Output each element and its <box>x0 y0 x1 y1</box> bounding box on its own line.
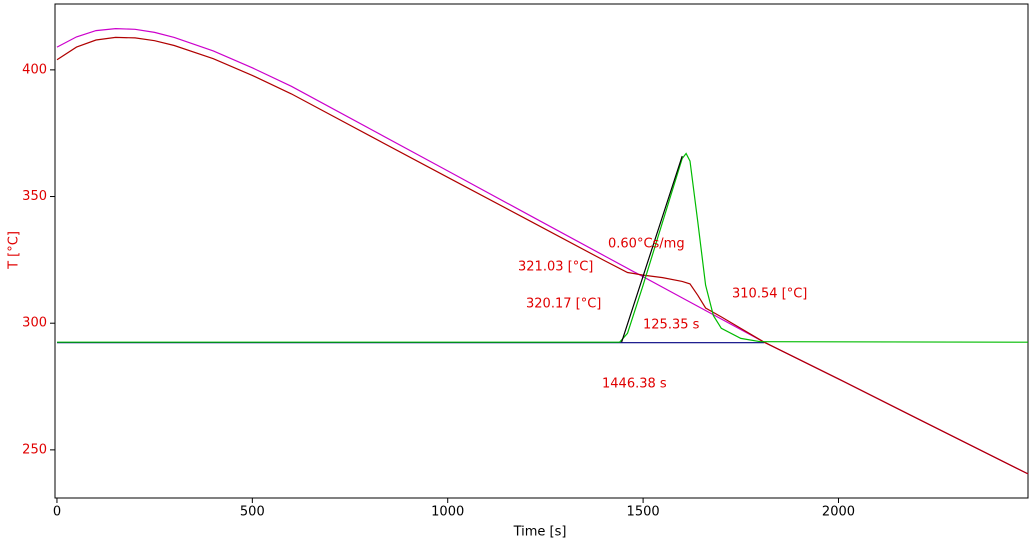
plot-frame <box>54 3 1029 499</box>
annotation: 310.54 [°C] <box>732 287 807 302</box>
y-tick-label: 250 <box>22 442 47 457</box>
annotation: 0.60°Cs/mg <box>608 237 685 252</box>
series-line <box>56 27 1029 475</box>
series-line <box>57 152 1029 343</box>
annotation: 321.03 [°C] <box>518 260 593 275</box>
x-tick-label: 1000 <box>431 505 464 520</box>
y-tick-label: 400 <box>22 62 47 77</box>
x-tick-label: 0 <box>53 505 61 520</box>
y-axis-label: T [°C] <box>7 231 22 270</box>
annotation: 1446.38 s <box>602 377 667 392</box>
annotation: 125.35 s <box>643 318 700 333</box>
series-line <box>56 36 1029 475</box>
y-tick-label: 300 <box>22 316 47 331</box>
x-tick-label: 1500 <box>627 505 660 520</box>
annotation: 320.17 [°C] <box>526 297 601 312</box>
x-axis-label: Time [s] <box>513 525 567 540</box>
series-line <box>621 155 683 343</box>
y-tick-label: 350 <box>22 189 47 204</box>
x-tick-label: 500 <box>240 505 265 520</box>
x-tick-label: 2000 <box>822 505 855 520</box>
